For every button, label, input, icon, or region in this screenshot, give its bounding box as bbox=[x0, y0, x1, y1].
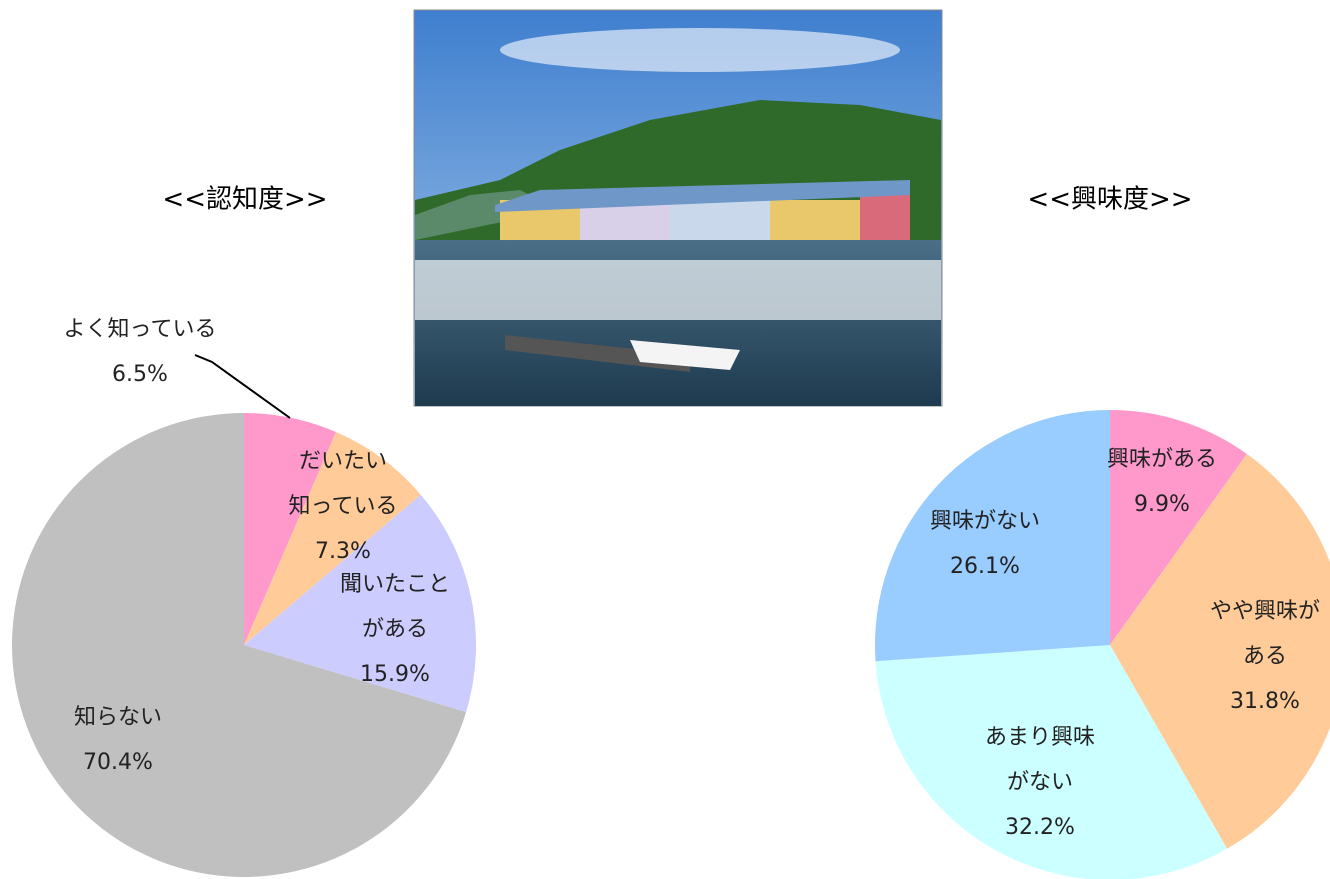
slice-label: だいたい bbox=[299, 449, 387, 474]
value-label: 70.4% bbox=[83, 750, 153, 775]
value-label: 31.8% bbox=[1230, 689, 1300, 714]
slice-label: がない bbox=[1007, 770, 1073, 795]
pie-slice bbox=[874, 410, 1110, 662]
slice-label: よく知っている bbox=[64, 317, 217, 342]
chart-title: <<興味度>> bbox=[1027, 185, 1192, 215]
value-label: 15.9% bbox=[360, 662, 430, 687]
photo bbox=[413, 9, 943, 407]
pie-slice bbox=[875, 645, 1228, 879]
value-label: 9.9% bbox=[1134, 492, 1190, 517]
value-label: 32.2% bbox=[1005, 815, 1075, 840]
slice-label: がある bbox=[362, 617, 428, 642]
slice-label: 聞いたこと bbox=[340, 572, 450, 597]
slice-label: あまり興味 bbox=[985, 725, 1095, 750]
value-label: 6.5% bbox=[112, 362, 168, 387]
pie-slice bbox=[11, 413, 467, 877]
pie-slice bbox=[1110, 410, 1247, 645]
pie-slice bbox=[1110, 454, 1330, 849]
slice-label: 知っている bbox=[289, 494, 398, 519]
slice-label: 興味がある bbox=[1107, 447, 1217, 472]
leader-line bbox=[194, 354, 291, 419]
value-label: 7.3% bbox=[315, 539, 371, 564]
pie-slice bbox=[244, 494, 476, 713]
slice-label: 興味がない bbox=[930, 509, 1040, 534]
slice-label: ある bbox=[1243, 644, 1287, 669]
chart-title: <<認知度>> bbox=[162, 185, 327, 215]
value-label: 26.1% bbox=[950, 554, 1020, 579]
pie-slice bbox=[244, 432, 421, 645]
pie-slice bbox=[244, 413, 337, 645]
slice-label: やや興味が bbox=[1210, 599, 1320, 624]
slice-label: 知らない bbox=[74, 705, 162, 730]
